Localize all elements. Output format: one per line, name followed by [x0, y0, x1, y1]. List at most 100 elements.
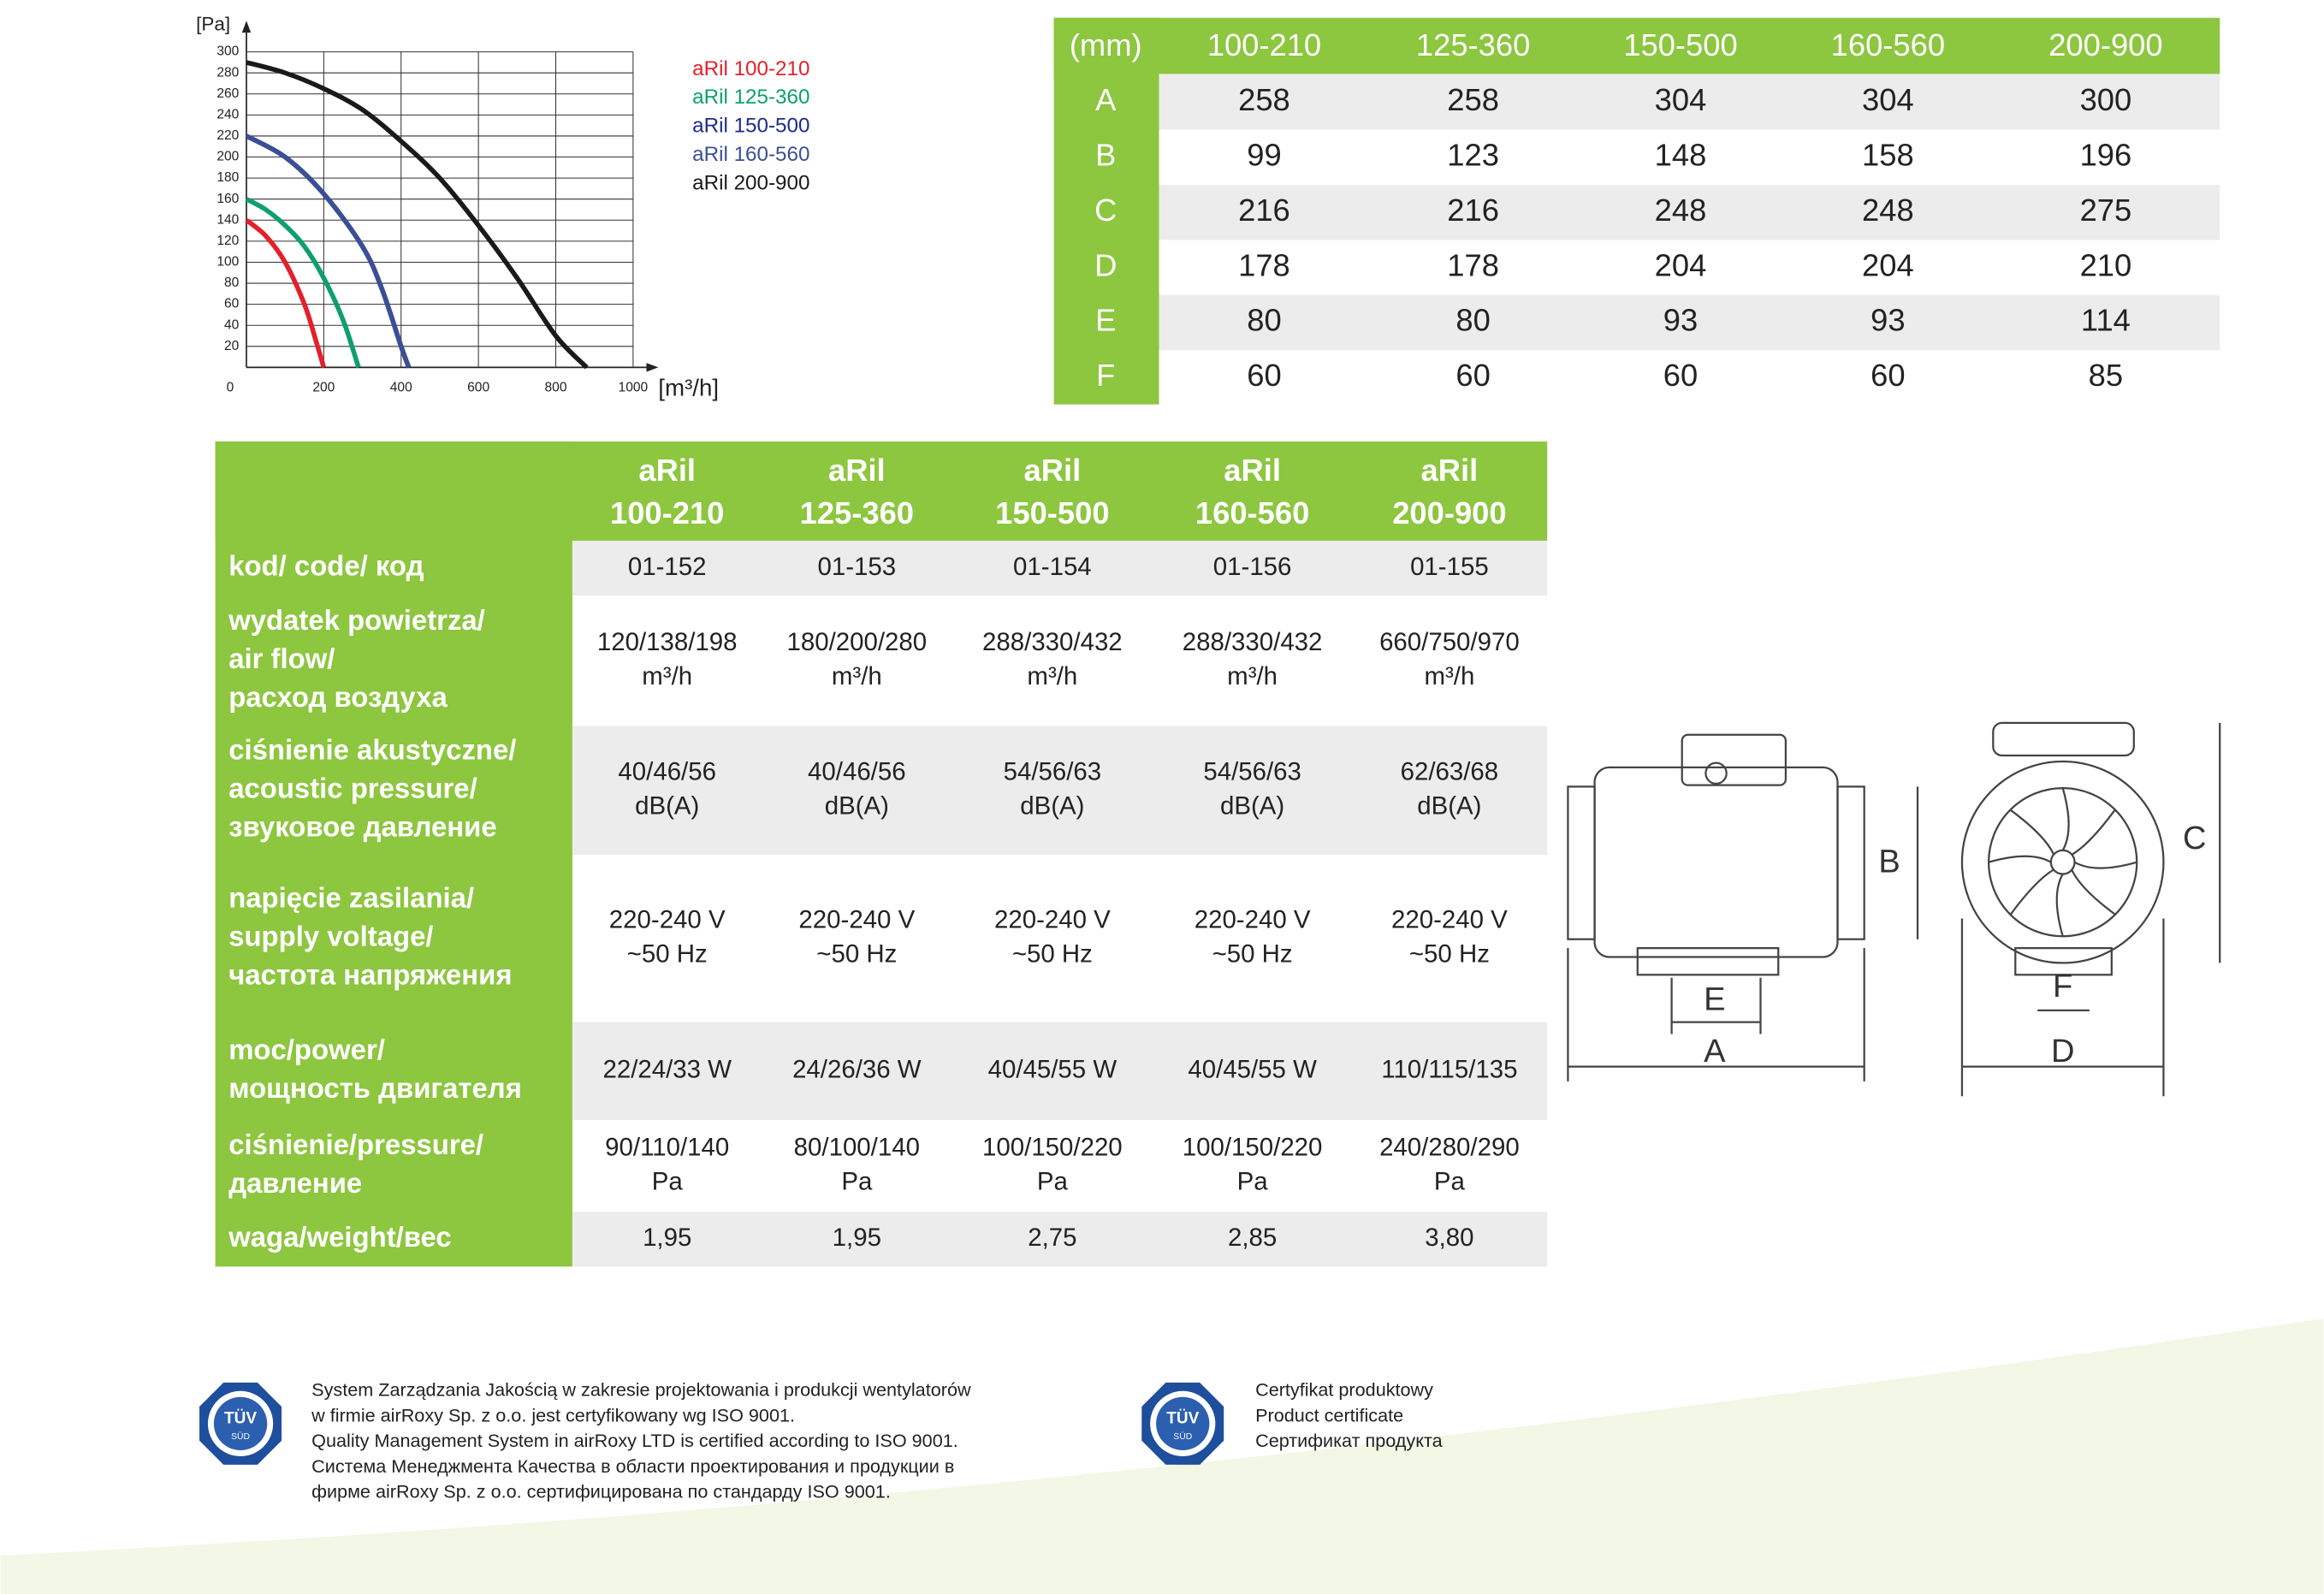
cell: m³/h — [1027, 662, 1077, 690]
terminal-box — [1681, 733, 1787, 786]
cell: 01-154 — [1013, 553, 1092, 581]
cell: Pa — [1037, 1167, 1069, 1195]
row-shade — [1159, 294, 2220, 351]
cell: 240/280/290 — [1379, 1133, 1520, 1161]
row-shade — [572, 540, 1548, 596]
cell: 220-240 V — [1195, 906, 1311, 934]
front-box — [1992, 721, 2135, 757]
body — [1593, 766, 1839, 958]
series-line — [245, 133, 412, 369]
header-cell: (mm) — [1070, 27, 1142, 62]
cell: 40/46/56 — [618, 758, 716, 786]
cell: 60 — [1455, 358, 1490, 393]
y-tick-label: 120 — [216, 234, 239, 248]
column-header: 200-900 — [1392, 495, 1506, 530]
cell: 99 — [1247, 137, 1281, 172]
cell: 60 — [1663, 358, 1698, 393]
row-label: D — [1094, 247, 1117, 282]
cell: dB(A) — [825, 791, 889, 820]
row-label: acoustic pressure/ — [228, 772, 477, 803]
legend-entry: aRil 125-360 — [692, 86, 809, 109]
cell: 300 — [2080, 82, 2132, 117]
y-tick-label: 140 — [216, 212, 239, 227]
cell: 01-156 — [1213, 553, 1292, 581]
y-arrow — [241, 21, 252, 33]
cell: 100/150/220 — [1183, 1133, 1323, 1161]
cell: 85 — [2089, 358, 2123, 393]
certifications: TÜV SÜD System Zarządzania Jakością w zakr… — [199, 1379, 1444, 1502]
row-label: moc/power/ — [228, 1034, 385, 1065]
row-label: ciśnienie akustyczne/ — [228, 733, 516, 765]
cell: 248 — [1862, 193, 1914, 228]
column-header: aRil — [1024, 453, 1082, 488]
y-tick-label: 180 — [216, 170, 239, 185]
cell: 90/110/140 — [605, 1133, 729, 1161]
y-tick-label: 280 — [216, 65, 239, 80]
y-tick-label: 100 — [216, 255, 239, 270]
cell: 01-153 — [818, 553, 897, 581]
cell: 178 — [1447, 247, 1499, 282]
row-label: мощность двигателя — [228, 1072, 522, 1104]
row-label: air flow/ — [228, 643, 335, 674]
badge-logo: TÜV — [224, 1410, 257, 1428]
cell: ~50 Hz — [627, 940, 708, 969]
series-line — [245, 218, 327, 369]
cell: 80 — [1247, 303, 1281, 338]
column-header: aRil — [1224, 453, 1281, 488]
x-tick-label: 600 — [467, 381, 489, 395]
y-axis-label: [Pa] — [196, 13, 230, 34]
cell: 660/750/970 — [1379, 628, 1520, 656]
cell: 248 — [1655, 193, 1707, 228]
gland — [1704, 761, 1728, 785]
legend-entry: aRil 150-500 — [692, 115, 809, 138]
cell: 216 — [1238, 193, 1290, 228]
background-swoosh — [0, 1318, 2324, 1594]
cell: Pa — [841, 1167, 873, 1195]
row-label: расход воздуха — [228, 681, 448, 713]
cell: 62/63/68 — [1401, 758, 1499, 786]
cell: 196 — [2080, 137, 2132, 172]
x-axis-label: [m³/h] — [658, 375, 719, 401]
cell: m³/h — [832, 662, 882, 690]
y-tick-label: 300 — [216, 44, 239, 59]
cell: 180/200/280 — [787, 628, 928, 656]
y-tick-label: 260 — [216, 86, 239, 101]
front-foot — [2014, 946, 2113, 976]
cell: 304 — [1655, 82, 1707, 117]
series-line — [245, 133, 412, 369]
cert-text: Product certificate — [1255, 1404, 1403, 1425]
label-b: B — [1878, 844, 1900, 880]
chart: [Pa] [m³/h] 20 40 60 80 100 120 140 160 180 200 22… — [196, 13, 809, 400]
cell: 2,85 — [1228, 1224, 1277, 1252]
cell: 220-240 V — [798, 906, 915, 934]
cell: 110/115/135 — [1381, 1056, 1517, 1084]
cert-text: фирме airRoxy Sp. z o.o. сертифицирована… — [311, 1481, 891, 1502]
cell: 80/100/140 — [794, 1133, 920, 1161]
x-tick-label: 1000 — [619, 381, 649, 395]
cell: 304 — [1862, 82, 1914, 117]
x-tick-label: 0 — [227, 381, 234, 395]
y-tick-label: 220 — [216, 128, 239, 143]
badge-core — [213, 1396, 268, 1451]
y-tick-label: 40 — [224, 317, 240, 332]
row-label: waga/weight/вес — [228, 1221, 452, 1253]
cell: dB(A) — [1020, 791, 1084, 820]
header-cell: 150-500 — [1623, 27, 1737, 62]
label-col-bg — [1053, 17, 1159, 405]
header-cell: 125-360 — [1416, 27, 1530, 62]
row-label: wydatek powietrza/ — [228, 604, 485, 636]
label-col-bg — [215, 441, 572, 1267]
badge-sub: SÜD — [231, 1431, 250, 1442]
cell: Pa — [652, 1167, 684, 1195]
cell: m³/h — [1424, 662, 1474, 690]
cell: 40/45/55 W — [988, 1056, 1118, 1084]
cell: dB(A) — [1220, 791, 1284, 820]
row-label: ciśnienie/pressure/ — [228, 1129, 483, 1160]
y-tick-label: 80 — [224, 276, 240, 290]
row-label: E — [1095, 303, 1116, 338]
cell: 3,80 — [1425, 1224, 1473, 1252]
legend-entry: aRil 160-560 — [692, 143, 809, 166]
legend-entry: aRil 200-900 — [692, 171, 809, 194]
series-line — [246, 60, 589, 370]
